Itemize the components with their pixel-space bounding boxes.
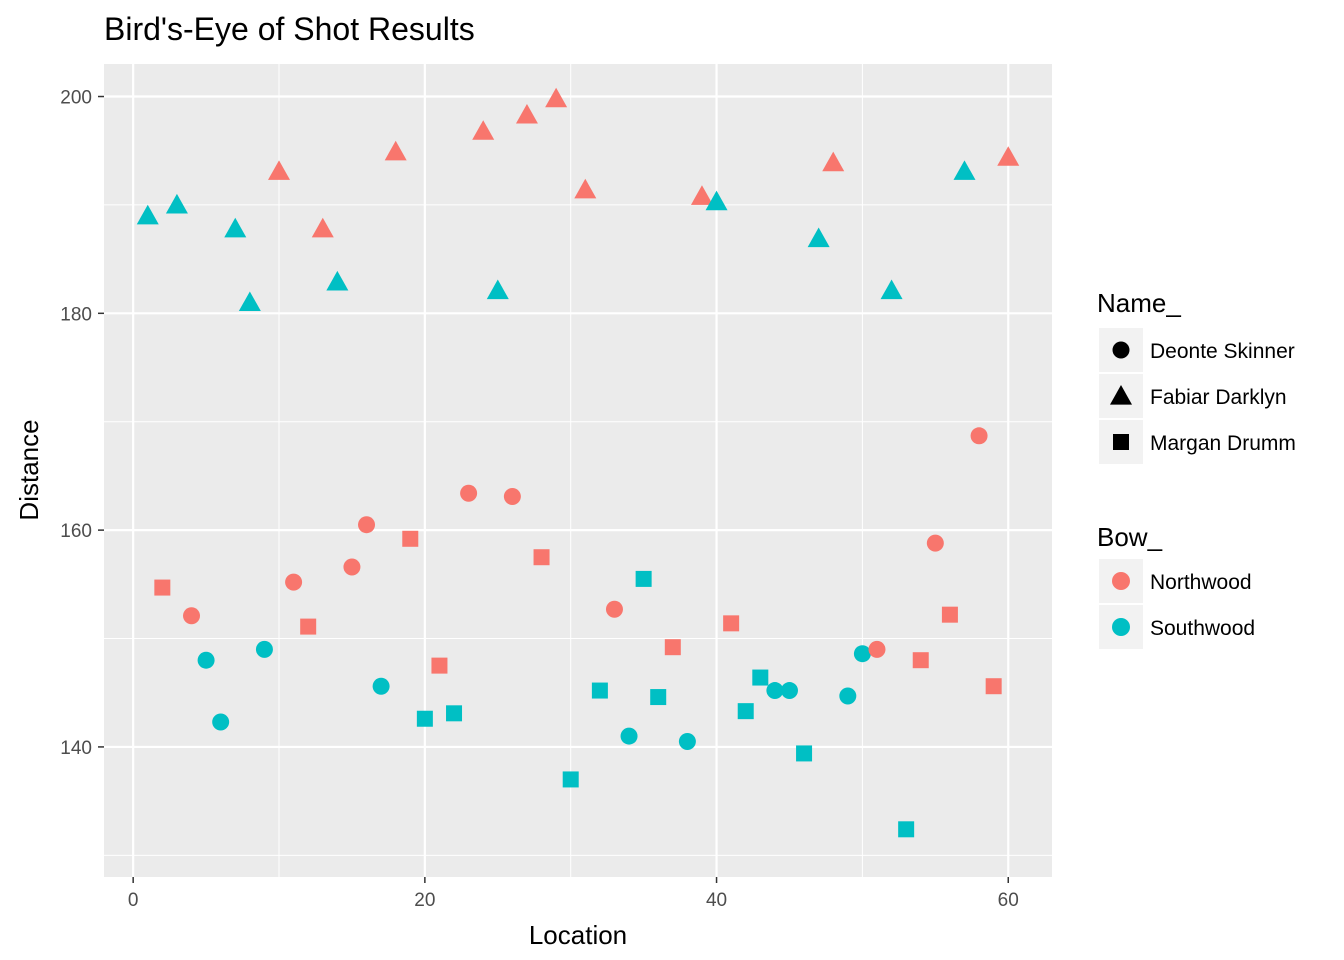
- data-point: [326, 270, 349, 291]
- data-point: [212, 713, 230, 731]
- plot-panel: [104, 64, 1052, 877]
- data-point: [255, 640, 273, 658]
- x-tick-label: 40: [706, 890, 727, 911]
- legend-bow: Bow_ Northwood Southwood: [1097, 522, 1255, 649]
- data-point: [224, 217, 247, 238]
- data-point: [268, 160, 291, 180]
- legend-name-label: Deonte Skinner: [1150, 340, 1295, 363]
- data-point: [300, 618, 317, 635]
- data-point: [853, 645, 871, 663]
- grid-lines: [104, 64, 1052, 877]
- data-point: [868, 640, 886, 658]
- data-point: [766, 682, 784, 700]
- legend-name-label: Fabiar Darklyn: [1150, 386, 1287, 409]
- data-point: [970, 427, 988, 445]
- legend-name-label: Margan Drumm: [1150, 432, 1296, 455]
- data-point: [678, 733, 696, 750]
- data-point: [197, 651, 215, 669]
- legend-bow-title: Bow_: [1097, 522, 1163, 552]
- data-point: [605, 600, 623, 618]
- data-point: [285, 573, 303, 591]
- data-point: [136, 204, 159, 225]
- data-point: [690, 185, 713, 205]
- data-point: [402, 530, 419, 547]
- data-point: [807, 227, 830, 248]
- data-point: [822, 151, 845, 172]
- axis-ticks: 0 20 40 60 140 160 180 200: [60, 88, 1019, 911]
- legend-circle-icon: [1112, 341, 1130, 359]
- legend-bow-label: Southwood: [1150, 617, 1255, 640]
- data-point: [446, 705, 463, 722]
- data-point: [650, 689, 667, 706]
- y-axis-title: Distance: [14, 419, 44, 520]
- data-point: [574, 178, 597, 199]
- data-point: [796, 745, 813, 762]
- data-point: [384, 140, 407, 161]
- data-point: [880, 279, 903, 300]
- legend-triangle-icon: [1110, 385, 1132, 405]
- data-point: [416, 710, 433, 727]
- data-point: [591, 682, 608, 699]
- data-point: [545, 87, 568, 108]
- data-point: [912, 652, 929, 669]
- data-point: [953, 160, 976, 180]
- data-point: [898, 821, 915, 838]
- data-point: [358, 516, 376, 534]
- data-point: [705, 190, 728, 211]
- data-point: [515, 103, 538, 124]
- data-point: [997, 146, 1020, 166]
- data-point: [533, 549, 550, 566]
- data-point: [562, 771, 579, 788]
- data-point: [780, 682, 798, 700]
- data-point: [635, 570, 652, 587]
- y-tick-label: 160: [60, 521, 92, 542]
- data-point: [238, 291, 261, 312]
- data-point: [183, 607, 201, 625]
- data-point: [926, 534, 944, 552]
- legend-name-title: Name_: [1097, 288, 1181, 318]
- x-tick-label: 60: [998, 890, 1019, 911]
- data-point: [839, 687, 857, 705]
- data-points: [136, 87, 1020, 838]
- x-tick-label: 0: [128, 890, 139, 911]
- data-point: [620, 727, 638, 745]
- data-point: [154, 579, 171, 596]
- chart-title: Bird's-Eye of Shot Results: [104, 11, 475, 47]
- y-tick-label: 200: [60, 88, 92, 109]
- data-point: [737, 703, 754, 720]
- data-point: [343, 558, 361, 576]
- y-tick-label: 140: [60, 738, 92, 759]
- data-point: [486, 279, 509, 300]
- legend-color-swatch: [1112, 572, 1130, 590]
- data-point: [723, 615, 740, 632]
- legend-name: Name_ Deonte Skinner Fabiar Darklyn Margan…: [1097, 288, 1296, 464]
- data-point: [664, 639, 681, 656]
- legend-color-swatch: [1112, 618, 1130, 636]
- data-point: [985, 678, 1002, 695]
- legend-square-icon: [1113, 434, 1129, 450]
- y-tick-label: 180: [60, 304, 92, 325]
- data-point: [503, 488, 521, 506]
- data-point: [165, 193, 188, 214]
- x-axis-title: Location: [529, 920, 627, 950]
- data-point: [472, 120, 495, 140]
- legend-bow-label: Northwood: [1150, 571, 1252, 594]
- data-point: [752, 669, 769, 686]
- data-point: [311, 217, 334, 238]
- data-point: [372, 677, 390, 695]
- data-point: [431, 657, 448, 674]
- data-point: [941, 606, 958, 623]
- data-point: [460, 484, 478, 502]
- x-tick-label: 20: [414, 890, 435, 911]
